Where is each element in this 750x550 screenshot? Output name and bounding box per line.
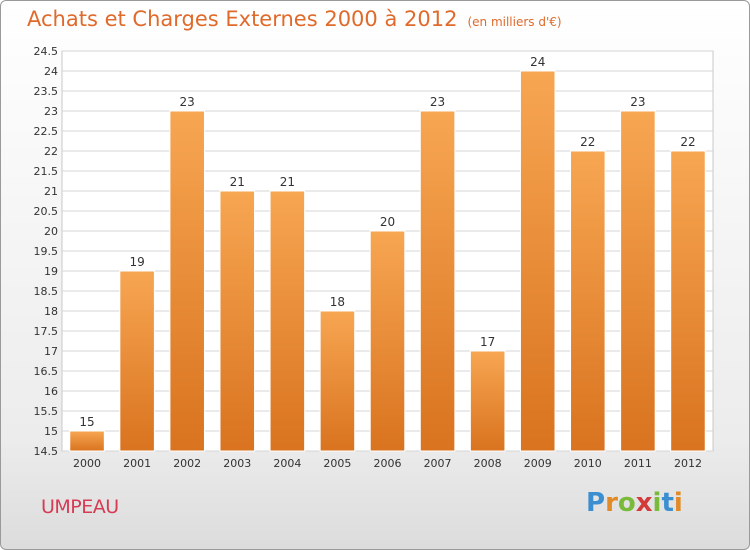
logo-letter: x: [635, 488, 653, 518]
bar[interactable]: [69, 430, 105, 452]
chart-subtitle: (en milliers d'€): [467, 15, 562, 29]
logo-letter: o: [617, 488, 636, 518]
bar[interactable]: [519, 70, 556, 452]
data-label: 15: [79, 415, 94, 429]
data-labels: 15 19 23 21 21 18 20 23 17 24 22 23 22: [79, 55, 695, 429]
data-label: 24: [530, 55, 545, 69]
data-label: 21: [230, 175, 245, 189]
bar[interactable]: [570, 150, 606, 452]
bar[interactable]: [119, 270, 155, 452]
bar[interactable]: [670, 150, 706, 452]
y-tick-label: 24.5: [34, 45, 59, 58]
logo-letter: t: [661, 488, 674, 518]
data-label: 22: [580, 135, 595, 149]
x-tick-label: 2003: [223, 457, 251, 470]
y-tick-label: 21: [44, 185, 58, 198]
data-label: 19: [129, 255, 144, 269]
data-label: 17: [480, 335, 495, 349]
y-tick-label: 16: [44, 385, 58, 398]
x-tick-label: 2010: [574, 457, 602, 470]
x-tick-label: 2000: [73, 457, 101, 470]
bar[interactable]: [369, 230, 406, 452]
y-tick-label: 16.5: [34, 365, 59, 378]
bar[interactable]: [469, 350, 506, 452]
bar[interactable]: [169, 110, 205, 452]
x-tick-label: 2009: [524, 457, 552, 470]
x-axis-ticks: 2000 2001 2002 2003 2004 2005 2006 2007 2008 2009…: [73, 457, 702, 470]
y-tick-label: 15: [44, 425, 58, 438]
x-tick-label: 2001: [123, 457, 151, 470]
x-tick-label: 2002: [173, 457, 201, 470]
bars: [69, 70, 706, 452]
y-tick-label: 20: [44, 225, 58, 238]
y-tick-label: 19: [44, 265, 58, 278]
data-label: 23: [630, 95, 645, 109]
y-tick-label: 14.5: [34, 445, 59, 458]
bar[interactable]: [620, 110, 656, 452]
y-tick-label: 22.5: [34, 125, 59, 138]
proxiti-logo[interactable]: Proxiti: [586, 488, 683, 518]
y-axis-ticks: 14.5 15 15.5 16 16.5 17 17.5 18 18.5 19 19.5 20 20.5…: [34, 45, 59, 458]
y-tick-label: 22: [44, 145, 58, 158]
x-tick-label: 2004: [273, 457, 301, 470]
logo-letter: i: [673, 488, 683, 518]
y-tick-label: 21.5: [34, 165, 59, 178]
logo-letter: r: [605, 488, 618, 518]
x-tick-label: 2007: [424, 457, 452, 470]
y-tick-label: 23: [44, 105, 58, 118]
y-tick-label: 15.5: [34, 405, 59, 418]
y-tick-label: 17.5: [34, 325, 59, 338]
bar[interactable]: [219, 190, 256, 452]
data-label: 18: [330, 295, 345, 309]
x-tick-label: 2012: [674, 457, 702, 470]
x-tick-label: 2011: [624, 457, 652, 470]
data-label: 21: [280, 175, 295, 189]
y-tick-label: 24: [44, 65, 58, 78]
data-label: 22: [680, 135, 695, 149]
logo-letter: i: [652, 488, 662, 518]
data-label: 20: [380, 215, 395, 229]
y-tick-label: 18.5: [34, 285, 59, 298]
y-tick-label: 17: [44, 345, 58, 358]
x-tick-label: 2008: [474, 457, 502, 470]
bar[interactable]: [419, 110, 456, 452]
y-tick-label: 23.5: [34, 85, 59, 98]
bar[interactable]: [319, 310, 356, 452]
bar[interactable]: [269, 190, 306, 452]
data-label: 23: [180, 95, 195, 109]
commune-name: UMPEAU: [41, 496, 119, 518]
y-tick-label: 18: [44, 305, 58, 318]
chart-title: Achats et Charges Externes 2000 à 2012 (e…: [27, 7, 562, 31]
x-tick-label: 2005: [323, 457, 351, 470]
y-tick-label: 20.5: [34, 205, 59, 218]
data-label: 23: [430, 95, 445, 109]
logo-letter: P: [586, 488, 606, 518]
chart-title-text: Achats et Charges Externes 2000 à 2012: [27, 7, 458, 31]
y-tick-label: 19.5: [34, 245, 59, 258]
x-tick-label: 2006: [374, 457, 402, 470]
